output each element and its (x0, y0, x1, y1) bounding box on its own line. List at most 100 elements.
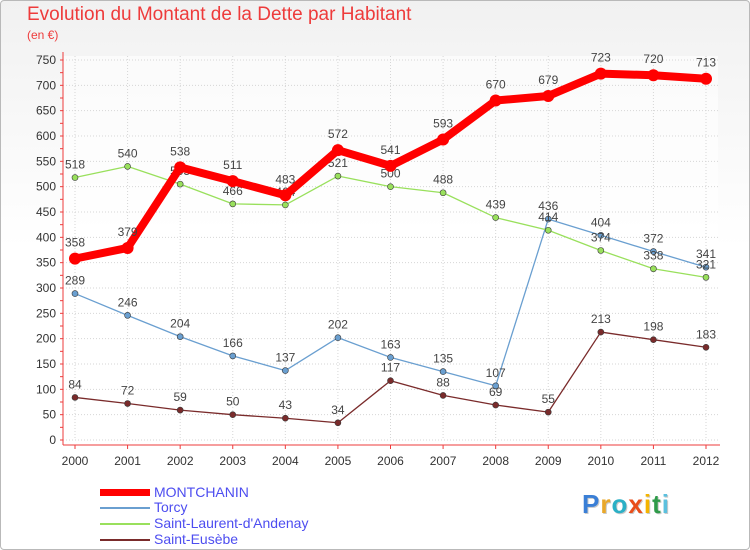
data-label: 379 (118, 225, 138, 239)
y-tick-label: 550 (36, 154, 56, 168)
data-point (334, 419, 342, 427)
data-label: 466 (223, 184, 243, 198)
data-point (71, 174, 79, 181)
data-label: 72 (121, 384, 135, 398)
data-point (702, 343, 710, 351)
logo-letter: i (661, 489, 670, 519)
data-point (176, 180, 184, 188)
legend-swatch-torcy (100, 507, 150, 509)
x-tick-label: 2007 (430, 454, 457, 468)
data-label: 202 (328, 318, 348, 332)
legend-item-torcy: Torcy (100, 499, 360, 516)
x-tick-label: 2002 (167, 454, 194, 468)
chart-title: Evolution du Montant de la Dette par Hab… (27, 4, 412, 25)
x-tick-label: 2009 (535, 454, 562, 468)
data-point (282, 367, 289, 374)
data-point (489, 94, 502, 107)
data-label: 163 (380, 337, 400, 351)
data-label: 518 (65, 158, 85, 172)
legend-label-torcy: Torcy (154, 499, 188, 515)
data-point (387, 377, 394, 385)
data-label: 414 (538, 210, 558, 224)
y-tick-label: 700 (36, 78, 56, 92)
data-point (650, 265, 657, 273)
data-point (71, 290, 79, 297)
data-point (282, 201, 289, 209)
data-label: 541 (380, 143, 400, 157)
data-label: 107 (486, 366, 506, 380)
y-tick-label: 450 (36, 205, 56, 219)
y-tick-label: 650 (36, 104, 56, 118)
x-tick-label: 2011 (641, 454, 667, 468)
data-label: 88 (436, 375, 450, 389)
data-label: 137 (275, 351, 295, 365)
data-label: 198 (643, 320, 663, 334)
proxiti-logo: Proxiti (582, 489, 670, 520)
data-point (492, 401, 499, 409)
data-label: 321 (696, 257, 716, 271)
y-tick-label: 200 (36, 332, 56, 346)
y-tick-label: 0 (49, 433, 56, 447)
x-tick-label: 2008 (482, 454, 509, 468)
data-label: 436 (538, 199, 558, 213)
data-point (331, 144, 344, 157)
y-tick-label: 50 (43, 408, 57, 422)
data-label: 55 (542, 392, 556, 406)
data-label: 289 (65, 274, 85, 288)
data-label: 59 (173, 390, 187, 404)
data-label: 679 (538, 73, 558, 87)
data-point (124, 400, 131, 407)
data-label: 43 (279, 398, 293, 412)
data-point (229, 352, 237, 360)
data-label: 488 (433, 173, 453, 187)
data-point (176, 333, 184, 340)
logo-letter: r (600, 489, 612, 519)
data-label: 404 (591, 215, 611, 229)
y-tick-label: 150 (36, 357, 56, 371)
data-label: 50 (226, 395, 240, 409)
y-tick-label: 100 (36, 382, 56, 396)
y-tick-label: 400 (36, 230, 56, 244)
x-tick-label: 2001 (114, 454, 141, 468)
data-point (282, 414, 289, 422)
legend-label-montchanin: MONTCHANIN (154, 484, 249, 500)
data-point (594, 67, 607, 80)
data-point (597, 247, 605, 254)
data-point (542, 89, 555, 102)
data-point (229, 200, 237, 208)
data-point (439, 368, 447, 375)
data-point (279, 189, 292, 202)
x-tick-label: 2004 (272, 454, 299, 468)
data-label: 593 (433, 117, 453, 131)
data-point (492, 382, 499, 390)
data-point (650, 248, 657, 255)
data-label: 341 (696, 247, 716, 261)
data-label: 483 (275, 172, 295, 186)
x-tick-label: 2005 (325, 454, 352, 468)
legend-item-saint-laurent: Saint-Laurent-d'Andenay (100, 515, 360, 532)
data-point (334, 172, 342, 180)
data-label: 246 (118, 295, 138, 309)
data-label: 374 (591, 231, 611, 245)
data-point (121, 241, 134, 254)
y-tick-label: 600 (36, 129, 56, 143)
logo-letter: i (643, 489, 653, 519)
data-label: 439 (486, 198, 506, 212)
data-label: 69 (489, 385, 503, 399)
data-label: 720 (643, 52, 663, 66)
data-label: 183 (696, 327, 716, 341)
data-point (69, 252, 81, 265)
data-label: 358 (65, 236, 85, 250)
data-point (124, 163, 131, 170)
legend-item-montchanin: MONTCHANIN (100, 484, 360, 501)
data-point (71, 394, 79, 401)
data-point (544, 215, 552, 223)
data-label: 372 (643, 232, 663, 246)
data-point (650, 336, 657, 343)
data-point (544, 226, 552, 234)
x-tick-label: 2003 (219, 454, 246, 468)
data-point (702, 263, 710, 271)
data-point (387, 354, 394, 361)
data-point (702, 274, 710, 281)
